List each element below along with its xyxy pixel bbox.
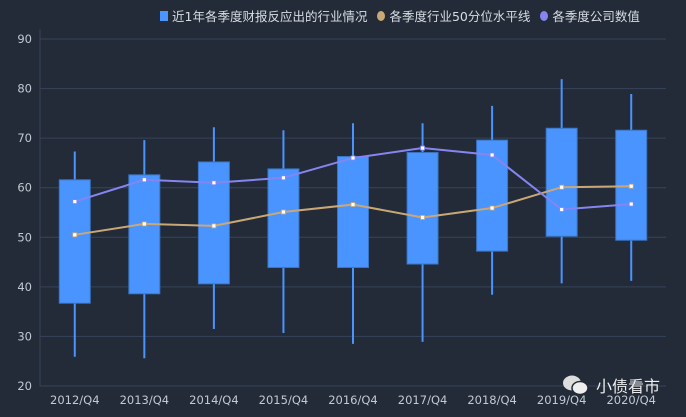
y-tick-label: 90: [17, 32, 32, 46]
series-point-1: [420, 145, 425, 151]
x-tick-label: 2012/Q4: [50, 393, 100, 407]
series-point-1: [350, 155, 356, 161]
y-tick-label: 30: [17, 329, 32, 343]
x-tick-label: 2018/Q4: [467, 393, 517, 407]
y-tick-label: 50: [17, 230, 32, 244]
series-point-0: [489, 205, 495, 211]
series-point-1: [281, 175, 286, 181]
series-point-0: [559, 184, 565, 190]
watermark: 小债看市: [562, 373, 660, 397]
box: [267, 168, 300, 269]
series-point-1: [211, 180, 217, 186]
series-point-1: [489, 152, 495, 158]
series-point-1: [72, 199, 78, 204]
legend-label-boxes: 近1年各季度财报反应出的行业情况: [172, 9, 368, 24]
box: [406, 152, 439, 265]
legend-item-boxes[interactable]: 近1年各季度财报反应出的行业情况: [160, 6, 367, 25]
y-tick-label: 40: [17, 280, 32, 294]
legend-label-median: 各季度行业50分位水平线: [389, 9, 531, 24]
x-tick-label: 2017/Q4: [398, 393, 448, 407]
legend: 近1年各季度财报反应出的行业情况 各季度行业50分位水平线 各季度公司数值: [160, 6, 640, 25]
x-tick-label: 2014/Q4: [189, 393, 239, 407]
series-point-0: [420, 215, 425, 220]
series-point-0: [281, 209, 286, 215]
y-tick-label: 80: [17, 82, 32, 96]
x-tick-label: 2019/Q4: [537, 393, 587, 407]
legend-swatch-boxes: [160, 10, 168, 21]
box: [337, 155, 369, 269]
x-tick-label: 2013/Q4: [120, 393, 170, 407]
series-point-0: [350, 202, 356, 207]
legend-swatch-company: [540, 10, 549, 21]
legend-label-company: 各季度公司数值: [552, 9, 640, 24]
y-tick-label: 60: [17, 181, 32, 195]
legend-item-median[interactable]: 各季度行业50分位水平线: [377, 6, 530, 25]
y-tick-label: 20: [17, 379, 32, 393]
box: [128, 174, 161, 295]
series-point-1: [141, 177, 147, 183]
series-point-0: [72, 232, 78, 238]
box: [476, 139, 509, 252]
watermark-text: 小债看市: [596, 377, 661, 396]
series-point-0: [628, 183, 634, 189]
x-tick-label: 2016/Q4: [328, 393, 378, 407]
wechat-icon: [563, 375, 589, 396]
legend-item-company[interactable]: 各季度公司数值: [540, 6, 640, 25]
y-tick-label: 70: [17, 131, 32, 145]
series-point-0: [211, 223, 217, 229]
series-point-1: [559, 207, 565, 212]
x-tick-label: 2015/Q4: [259, 393, 309, 407]
x-tick-label: 2020/Q4: [606, 393, 656, 407]
legend-swatch-median: [377, 10, 386, 21]
series-point-1: [628, 201, 634, 207]
box: [545, 127, 578, 237]
series-point-0: [141, 221, 147, 227]
